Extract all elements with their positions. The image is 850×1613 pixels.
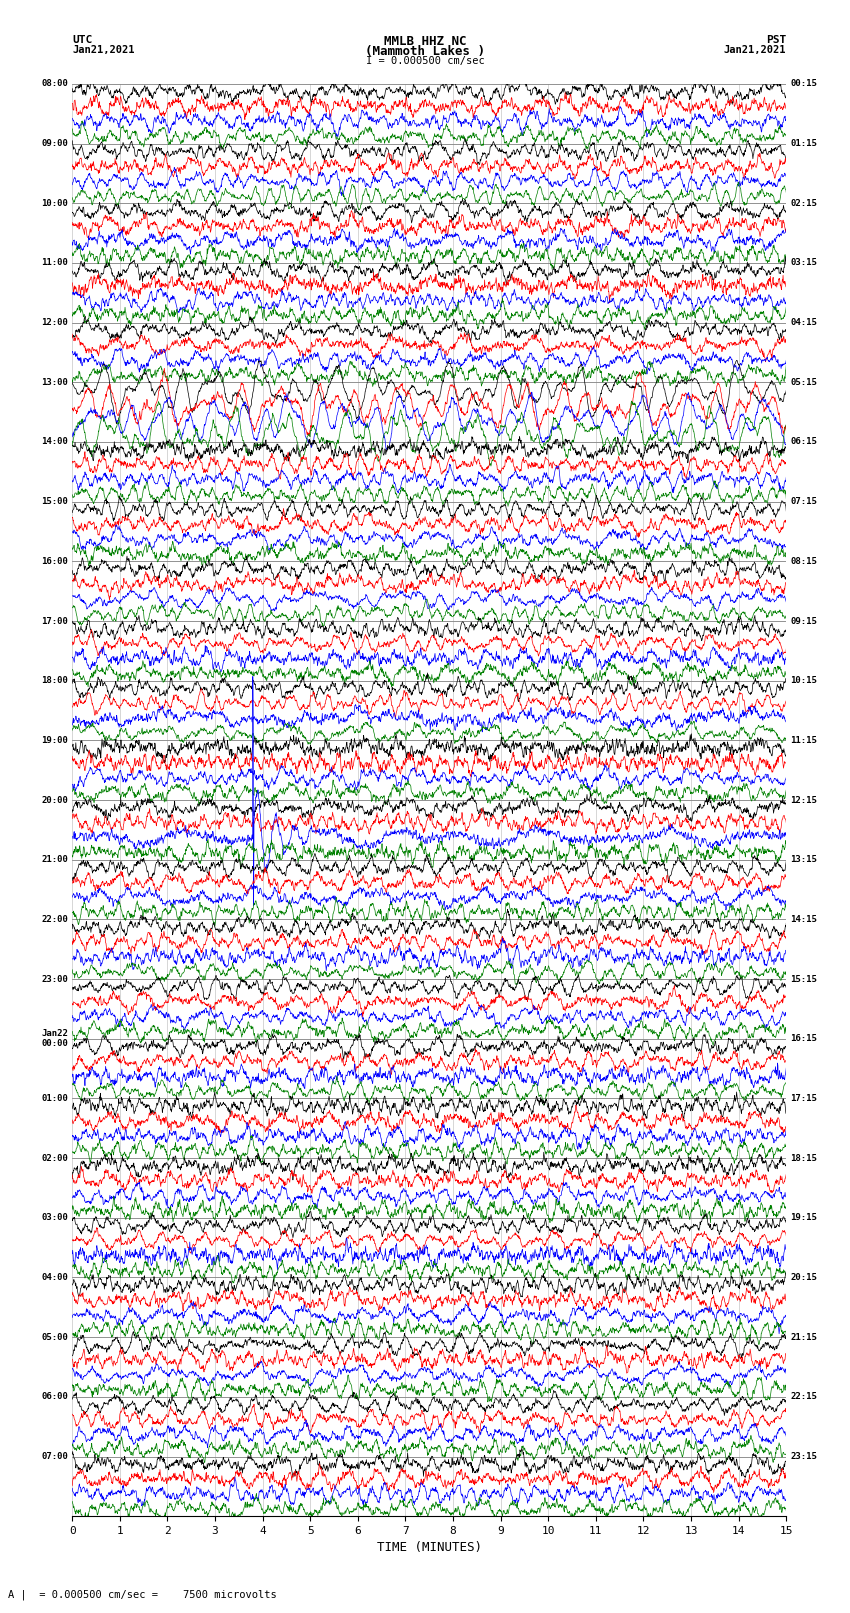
Text: 12:00: 12:00 [41,318,68,327]
Text: Jan21,2021: Jan21,2021 [723,45,786,55]
Text: 01:15: 01:15 [790,139,818,148]
Text: 15:15: 15:15 [790,974,818,984]
Text: 14:15: 14:15 [790,915,818,924]
Text: 17:15: 17:15 [790,1094,818,1103]
Text: A |  = 0.000500 cm/sec =    7500 microvolts: A | = 0.000500 cm/sec = 7500 microvolts [8,1589,277,1600]
Text: 06:15: 06:15 [790,437,818,447]
Text: 22:00: 22:00 [41,915,68,924]
Text: 13:15: 13:15 [790,855,818,865]
Text: 05:00: 05:00 [41,1332,68,1342]
Text: 19:00: 19:00 [41,736,68,745]
Text: 18:00: 18:00 [41,676,68,686]
Text: 07:00: 07:00 [41,1452,68,1461]
Text: 04:15: 04:15 [790,318,818,327]
Text: PST: PST [766,35,786,45]
Text: 19:15: 19:15 [790,1213,818,1223]
Text: UTC: UTC [72,35,93,45]
Text: Jan22: Jan22 [41,1029,68,1039]
Text: 20:00: 20:00 [41,795,68,805]
Text: 10:00: 10:00 [41,198,68,208]
Text: 08:15: 08:15 [790,556,818,566]
Text: MMLB HHZ NC: MMLB HHZ NC [383,35,467,48]
Text: 02:00: 02:00 [41,1153,68,1163]
X-axis label: TIME (MINUTES): TIME (MINUTES) [377,1542,482,1555]
Text: 09:15: 09:15 [790,616,818,626]
Text: 12:15: 12:15 [790,795,818,805]
Text: 06:00: 06:00 [41,1392,68,1402]
Text: 17:00: 17:00 [41,616,68,626]
Text: 00:00: 00:00 [41,1039,68,1048]
Text: 14:00: 14:00 [41,437,68,447]
Text: 22:15: 22:15 [790,1392,818,1402]
Text: 07:15: 07:15 [790,497,818,506]
Text: 05:15: 05:15 [790,377,818,387]
Text: 13:00: 13:00 [41,377,68,387]
Text: 04:00: 04:00 [41,1273,68,1282]
Text: 16:15: 16:15 [790,1034,818,1044]
Text: 23:15: 23:15 [790,1452,818,1461]
Text: 23:00: 23:00 [41,974,68,984]
Text: 01:00: 01:00 [41,1094,68,1103]
Text: (Mammoth Lakes ): (Mammoth Lakes ) [365,45,485,58]
Text: 16:00: 16:00 [41,556,68,566]
Text: 11:15: 11:15 [790,736,818,745]
Text: 18:15: 18:15 [790,1153,818,1163]
Text: 20:15: 20:15 [790,1273,818,1282]
Text: 08:00: 08:00 [41,79,68,89]
Text: 03:00: 03:00 [41,1213,68,1223]
Text: 00:15: 00:15 [790,79,818,89]
Text: 03:15: 03:15 [790,258,818,268]
Text: 09:00: 09:00 [41,139,68,148]
Text: 11:00: 11:00 [41,258,68,268]
Text: 21:15: 21:15 [790,1332,818,1342]
Text: 10:15: 10:15 [790,676,818,686]
Text: I = 0.000500 cm/sec: I = 0.000500 cm/sec [366,56,484,66]
Text: 15:00: 15:00 [41,497,68,506]
Text: 21:00: 21:00 [41,855,68,865]
Text: 02:15: 02:15 [790,198,818,208]
Text: Jan21,2021: Jan21,2021 [72,45,135,55]
